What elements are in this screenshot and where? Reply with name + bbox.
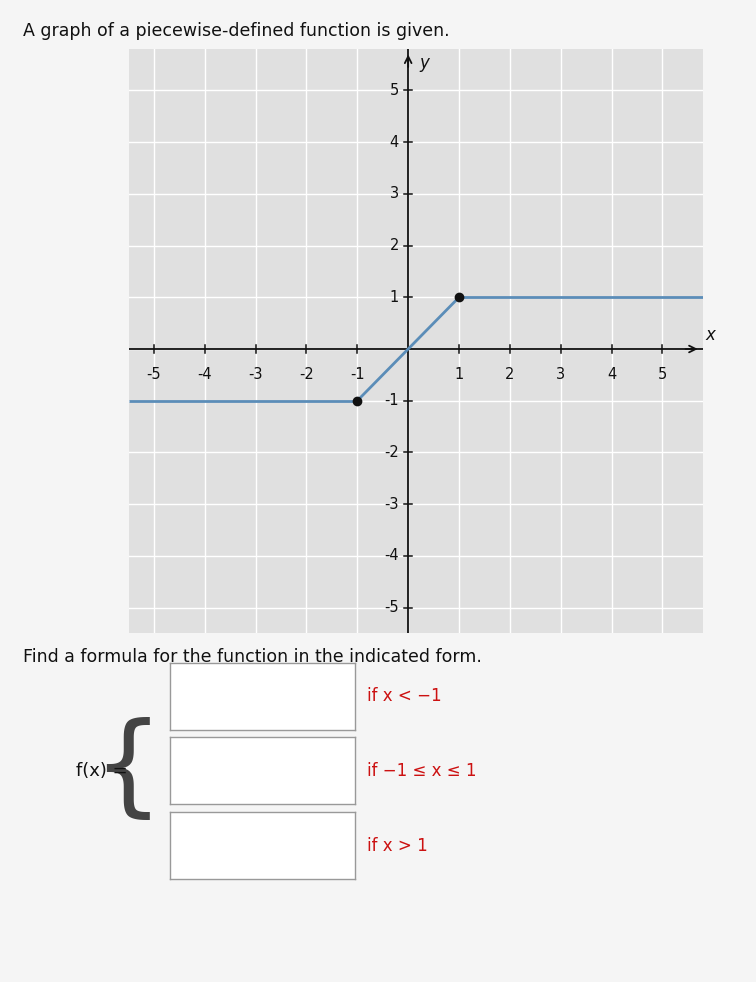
Text: 3: 3 — [390, 187, 399, 201]
Text: -1: -1 — [350, 367, 364, 382]
Text: 1: 1 — [390, 290, 399, 304]
Text: -3: -3 — [385, 497, 399, 512]
Text: -2: -2 — [384, 445, 399, 460]
Text: -3: -3 — [249, 367, 263, 382]
Text: -5: -5 — [384, 600, 399, 615]
Text: y: y — [420, 54, 429, 73]
Text: 2: 2 — [389, 238, 399, 253]
Text: 3: 3 — [556, 367, 565, 382]
Text: 5: 5 — [658, 367, 667, 382]
Text: -1: -1 — [384, 393, 399, 409]
Text: 2: 2 — [505, 367, 515, 382]
Text: -4: -4 — [197, 367, 212, 382]
Text: 1: 1 — [454, 367, 463, 382]
Text: Find a formula for the function in the indicated form.: Find a formula for the function in the i… — [23, 648, 482, 666]
Text: A graph of a piecewise-defined function is given.: A graph of a piecewise-defined function … — [23, 22, 449, 39]
Text: if x < −1: if x < −1 — [367, 687, 442, 705]
Text: -4: -4 — [384, 548, 399, 564]
Text: 5: 5 — [390, 82, 399, 98]
Text: if −1 ≤ x ≤ 1: if −1 ≤ x ≤ 1 — [367, 762, 476, 780]
Text: {: { — [91, 718, 163, 824]
Text: x: x — [705, 325, 715, 344]
Text: -5: -5 — [147, 367, 161, 382]
Text: f(x) =: f(x) = — [76, 762, 127, 780]
Text: -2: -2 — [299, 367, 314, 382]
Text: 4: 4 — [390, 135, 399, 149]
Text: 4: 4 — [607, 367, 616, 382]
Text: if x > 1: if x > 1 — [367, 837, 427, 854]
